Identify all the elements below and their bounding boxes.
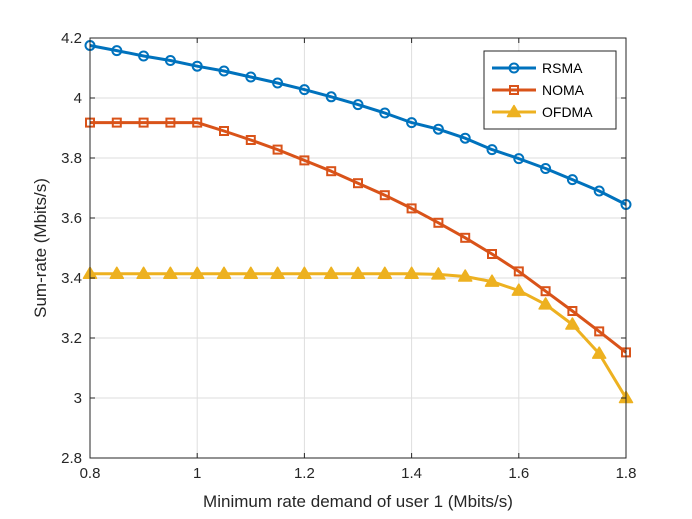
data-point-noma	[299, 155, 310, 166]
data-point-rsma	[459, 132, 471, 144]
data-point-rsma	[111, 45, 123, 57]
data-point-ofdma	[323, 266, 339, 280]
data-point-noma	[487, 249, 497, 259]
x-tick-label: 1.4	[401, 465, 422, 482]
legend-marker-rsma	[508, 62, 520, 74]
data-point-rsma	[406, 117, 418, 129]
series-line-noma	[90, 121, 627, 354]
data-point-ofdma	[404, 266, 419, 280]
y-tick-label: 3.6	[61, 210, 82, 227]
data-point-ofdma	[243, 266, 259, 280]
data-point-noma	[406, 203, 417, 214]
data-point-ofdma	[189, 266, 205, 280]
legend-label-noma: NOMA	[542, 82, 585, 98]
y-axis-title: Sum-rate (Mbits/s)	[31, 178, 50, 318]
data-point-rsma	[138, 50, 150, 62]
x-tick-label: 0.8	[80, 465, 101, 482]
data-point-ofdma	[297, 266, 312, 280]
x-tick-label: 1.6	[508, 465, 529, 482]
data-point-rsma	[245, 71, 257, 83]
data-point-ofdma	[431, 267, 446, 280]
data-point-rsma	[218, 65, 230, 77]
y-tick-label: 3	[74, 390, 82, 407]
data-point-ofdma	[270, 266, 285, 280]
data-point-noma	[594, 326, 605, 337]
data-point-ofdma	[109, 266, 125, 280]
data-point-noma	[272, 144, 283, 155]
series-line-rsma	[89, 44, 627, 206]
data-point-noma	[379, 190, 390, 201]
plot-frame	[89, 37, 627, 459]
data-point-ofdma	[350, 266, 366, 280]
data-point-ofdma	[538, 297, 553, 310]
data-point-rsma	[432, 123, 444, 135]
data-point-ofdma	[377, 266, 393, 280]
data-point-noma	[567, 306, 578, 316]
y-tick-label: 4.2	[61, 30, 82, 47]
data-point-noma	[111, 117, 122, 128]
y-tick-label: 3.4	[61, 270, 82, 287]
data-point-noma	[353, 178, 363, 189]
data-point-ofdma	[484, 274, 500, 287]
legend-label-rsma: RSMA	[542, 60, 583, 76]
y-tick-label: 2.8	[61, 450, 82, 467]
legend-marker-ofdma	[506, 104, 522, 118]
data-point-ofdma	[163, 266, 178, 280]
data-point-rsma	[298, 84, 310, 96]
data-point-noma	[433, 217, 444, 228]
data-point-ofdma	[591, 346, 607, 359]
data-point-rsma	[272, 77, 284, 89]
data-point-rsma	[593, 185, 605, 197]
x-tick-label: 1.2	[294, 465, 315, 482]
data-point-noma	[513, 266, 524, 277]
x-tick-label: 1.8	[616, 465, 637, 482]
y-tick-label: 3.8	[61, 150, 82, 167]
y-tick-label: 3.2	[61, 330, 82, 347]
axis-ticks: 0.8 1 1.2 1.4 1.6 1.8 2.8 3 3.2 3.4 3.6 3.8 4 4.2	[61, 30, 636, 482]
legend-label-ofdma: OFDMA	[542, 104, 593, 120]
data-point-noma	[540, 286, 551, 297]
data-point-rsma	[352, 99, 364, 111]
data-point-noma	[245, 135, 256, 145]
data-point-ofdma	[136, 266, 151, 280]
data-point-rsma	[191, 60, 203, 72]
data-point-noma	[138, 117, 149, 128]
data-point-ofdma	[565, 317, 580, 330]
data-point-rsma	[379, 107, 391, 119]
data-point-noma	[192, 117, 203, 128]
series-ofdma	[82, 266, 634, 404]
x-axis-title: Minimum rate demand of user 1 (Mbits/s)	[203, 492, 513, 511]
series-rsma	[84, 40, 632, 210]
data-point-rsma	[325, 91, 337, 103]
x-tick-label: 1	[193, 465, 201, 482]
data-point-rsma	[566, 174, 578, 186]
data-point-rsma	[486, 144, 498, 156]
legend-marker-noma	[509, 85, 519, 95]
data-point-ofdma	[511, 283, 527, 296]
data-point-noma	[165, 117, 176, 128]
data-point-ofdma	[216, 266, 232, 280]
legend: RSMA NOMA OFDMA	[483, 50, 617, 130]
data-point-noma	[326, 166, 337, 177]
data-point-noma	[460, 232, 471, 243]
data-point-rsma	[164, 55, 176, 66]
data-point-ofdma	[457, 269, 473, 282]
data-point-rsma	[513, 153, 525, 165]
data-point-noma	[219, 126, 229, 136]
y-tick-label: 4	[74, 90, 82, 107]
data-point-rsma	[540, 163, 552, 174]
